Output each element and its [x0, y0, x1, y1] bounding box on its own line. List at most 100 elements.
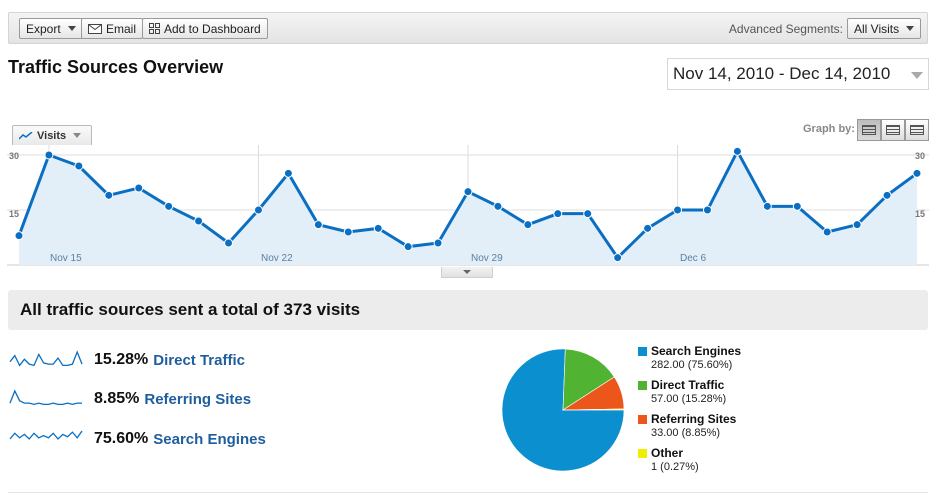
graph-by-month-button[interactable] [905, 119, 929, 141]
graph-by-toggle [857, 119, 929, 141]
data-point[interactable] [643, 223, 653, 233]
pie-slice[interactable] [562, 408, 625, 411]
legend-name: Referring Sites [651, 412, 737, 426]
line-chart-icon [19, 131, 33, 140]
data-point[interactable] [74, 161, 84, 171]
add-to-dashboard-button[interactable]: Add to Dashboard [142, 18, 268, 39]
x-tick-label: Nov 15 [50, 253, 82, 264]
legend-name: Search Engines [651, 344, 742, 358]
source-row-direct: 15.28% Direct Traffic [8, 348, 245, 372]
legend-item-referring-sites: Referring Sites 33.00 (8.85%) [638, 412, 741, 446]
direct-traffic-link[interactable]: Direct Traffic [153, 351, 245, 369]
email-label: Email [106, 21, 137, 36]
legend-value: 57.00 (15.28%) [651, 393, 727, 405]
data-point[interactable] [523, 220, 533, 230]
export-label: Export [26, 21, 61, 36]
data-point[interactable] [343, 227, 353, 237]
legend-swatch [638, 415, 647, 424]
data-point[interactable] [613, 253, 623, 263]
summary-header: All traffic sources sent a total of 373 … [8, 290, 928, 330]
referring-sites-link[interactable]: Referring Sites [144, 390, 252, 408]
date-range-value: Nov 14, 2010 - Dec 14, 2010 [673, 64, 891, 83]
legend-name: Direct Traffic [651, 378, 725, 392]
legend-item-search-engines: Search Engines 282.00 (75.60%) [638, 344, 741, 378]
data-point[interactable] [822, 227, 832, 237]
chevron-down-icon [67, 26, 76, 31]
page-title: Traffic Sources Overview [8, 57, 224, 77]
graph-by-week-button[interactable] [881, 119, 905, 141]
data-point[interactable] [702, 205, 712, 215]
metric-tab-label: Visits [37, 129, 67, 142]
data-point[interactable] [762, 201, 772, 211]
data-point[interactable] [463, 187, 473, 197]
source-percentage: 75.60% [94, 430, 149, 447]
grid-icon [149, 23, 160, 34]
sparkline [9, 389, 82, 406]
bottom-divider [8, 492, 928, 493]
chevron-down-icon [906, 26, 915, 31]
data-point[interactable] [313, 220, 323, 230]
data-point[interactable] [912, 168, 922, 178]
visits-line-chart: 30 15 30 15 Nov 15 Nov 22 Nov 29 Dec 6 [7, 145, 929, 266]
graph-collapse-handle[interactable] [441, 267, 493, 278]
add-to-dashboard-label: Add to Dashboard [164, 21, 261, 36]
sparkline [9, 350, 83, 367]
data-point[interactable] [433, 238, 443, 248]
data-point[interactable] [44, 150, 54, 160]
data-point[interactable] [732, 146, 742, 156]
day-view-icon [862, 125, 876, 135]
chevron-down-icon [911, 72, 923, 79]
source-percentage: 15.28% [94, 351, 149, 368]
data-point[interactable] [194, 216, 204, 226]
data-point[interactable] [164, 201, 174, 211]
data-point[interactable] [14, 231, 24, 241]
graph-by-day-button[interactable] [857, 119, 881, 141]
data-point[interactable] [852, 220, 862, 230]
data-point[interactable] [104, 190, 114, 200]
x-tick-label: Nov 22 [261, 253, 293, 264]
data-point[interactable] [373, 223, 383, 233]
pie-slice[interactable] [562, 348, 615, 411]
data-point[interactable] [882, 190, 892, 200]
data-point[interactable] [792, 201, 802, 211]
metric-selector-tab[interactable]: Visits [12, 125, 92, 145]
summary-title: All traffic sources sent a total of 373 … [20, 300, 361, 319]
report-toolbar: Export Email Add to Dashboard Advanced S… [8, 12, 928, 44]
data-point[interactable] [253, 205, 263, 215]
x-tick-label: Nov 29 [471, 253, 503, 264]
data-point[interactable] [224, 238, 234, 248]
visits-area-fill [19, 151, 917, 265]
month-view-icon [910, 125, 924, 135]
export-button[interactable]: Export [19, 18, 83, 39]
data-point[interactable] [553, 209, 563, 219]
data-point[interactable] [493, 201, 503, 211]
source-percentage: 8.85% [94, 390, 140, 407]
legend-item-direct-traffic: Direct Traffic 57.00 (15.28%) [638, 378, 741, 412]
legend-value: 33.00 (8.85%) [651, 427, 721, 439]
source-row-search: 75.60% Search Engines [8, 427, 266, 451]
search-engines-link[interactable]: Search Engines [153, 430, 266, 448]
data-point[interactable] [134, 183, 144, 193]
graph-by-label: Graph by: [803, 123, 855, 135]
data-point[interactable] [583, 209, 593, 219]
legend-swatch [638, 449, 647, 458]
y-tick-label-mid-right: 15 [915, 209, 925, 219]
legend-value: 282.00 (75.60%) [651, 359, 733, 371]
week-view-icon [886, 125, 900, 135]
date-range-picker[interactable]: Nov 14, 2010 - Dec 14, 2010 [667, 58, 929, 90]
data-point[interactable] [283, 168, 293, 178]
email-button[interactable]: Email [81, 18, 144, 39]
legend-item-other: Other 1 (0.27%) [638, 446, 741, 480]
y-tick-label-max-left: 30 [9, 151, 19, 161]
legend-value: 1 (0.27%) [651, 461, 699, 473]
chevron-down-icon [73, 133, 82, 138]
traffic-sources-pie-chart [501, 348, 625, 472]
pie-legend: Search Engines 282.00 (75.60%) Direct Tr… [638, 344, 741, 480]
data-point[interactable] [403, 242, 413, 252]
segment-select[interactable]: All Visits [847, 18, 922, 39]
legend-swatch [638, 381, 647, 390]
source-row-referring: 8.85% Referring Sites [8, 387, 251, 411]
data-point[interactable] [673, 205, 683, 215]
segment-value: All Visits [854, 21, 900, 36]
legend-swatch [638, 347, 647, 356]
